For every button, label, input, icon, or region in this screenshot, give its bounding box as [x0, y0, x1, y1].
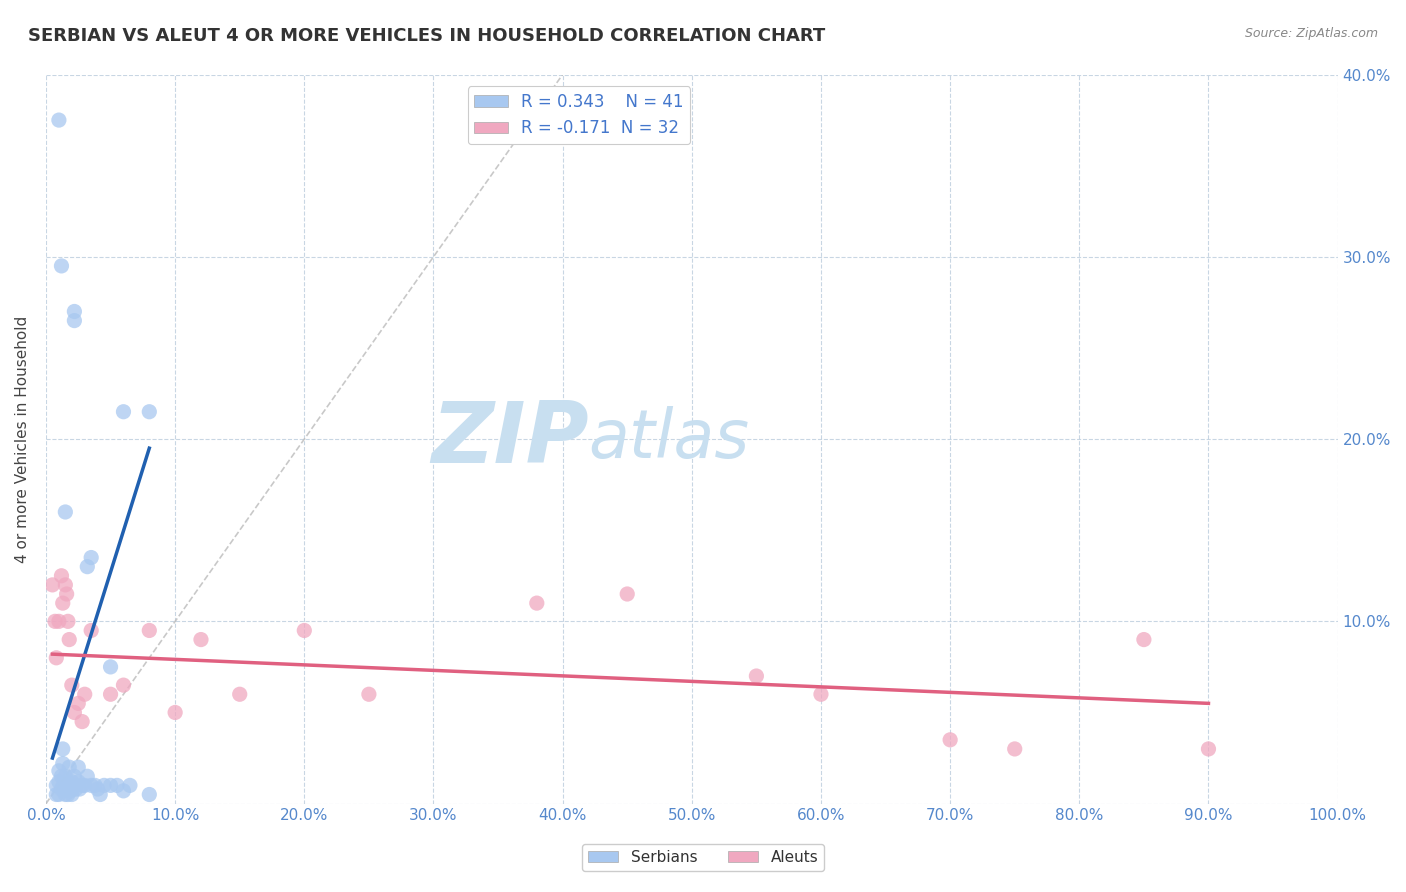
- Point: [93, 778, 115, 792]
- Point: [80, 550, 103, 565]
- Point: [48, 764, 70, 778]
- Point: [1198, 742, 1220, 756]
- Point: [45, 650, 67, 665]
- Point: [62, 778, 84, 792]
- Point: [939, 732, 962, 747]
- Point: [190, 632, 212, 647]
- Point: [76, 559, 98, 574]
- Point: [63, 778, 86, 792]
- Point: [53, 578, 76, 592]
- Point: [70, 778, 93, 792]
- Point: [138, 788, 160, 802]
- Point: [56, 615, 79, 629]
- Point: [80, 624, 103, 638]
- Point: [292, 624, 315, 638]
- Point: [48, 113, 70, 128]
- Point: [526, 596, 548, 610]
- Point: [53, 778, 76, 792]
- Point: [53, 788, 76, 802]
- Point: [51, 259, 73, 273]
- Point: [48, 615, 70, 629]
- Point: [58, 632, 80, 647]
- Point: [67, 774, 90, 789]
- Point: [45, 778, 67, 792]
- Point: [112, 405, 135, 419]
- Point: [60, 678, 83, 692]
- Point: [84, 778, 107, 792]
- Point: [52, 596, 75, 610]
- Point: [86, 782, 108, 797]
- Point: [73, 778, 96, 792]
- Point: [69, 782, 91, 797]
- Point: [48, 788, 70, 802]
- Point: [67, 697, 90, 711]
- Point: [112, 678, 135, 692]
- Point: [56, 778, 79, 792]
- Point: [53, 505, 76, 519]
- Point: [80, 778, 103, 792]
- Text: SERBIAN VS ALEUT 4 OR MORE VEHICLES IN HOUSEHOLD CORRELATION CHART: SERBIAN VS ALEUT 4 OR MORE VEHICLES IN H…: [28, 27, 825, 45]
- Point: [58, 778, 80, 792]
- Point: [745, 669, 768, 683]
- Point: [165, 706, 187, 720]
- Point: [55, 774, 77, 789]
- Point: [63, 706, 86, 720]
- Point: [51, 769, 73, 783]
- Point: [1133, 632, 1156, 647]
- Point: [357, 687, 380, 701]
- Point: [60, 788, 83, 802]
- Point: [58, 760, 80, 774]
- Point: [1004, 742, 1026, 756]
- Point: [56, 788, 79, 802]
- Point: [63, 313, 86, 327]
- Point: [65, 782, 87, 797]
- Legend: Serbians, Aleuts: Serbians, Aleuts: [582, 844, 824, 871]
- Point: [60, 774, 83, 789]
- Text: atlas: atlas: [589, 406, 749, 472]
- Point: [138, 405, 160, 419]
- Point: [55, 782, 77, 797]
- Legend: R = 0.343    N = 41, R = -0.171  N = 32: R = 0.343 N = 41, R = -0.171 N = 32: [468, 87, 690, 145]
- Point: [616, 587, 638, 601]
- Point: [112, 784, 135, 798]
- Point: [89, 788, 111, 802]
- Point: [59, 784, 82, 798]
- Point: [73, 687, 96, 701]
- Point: [52, 742, 75, 756]
- Point: [48, 774, 70, 789]
- Point: [105, 778, 128, 792]
- Text: ZIP: ZIP: [430, 398, 589, 481]
- Point: [810, 687, 832, 701]
- Point: [63, 304, 86, 318]
- Point: [100, 687, 122, 701]
- Point: [51, 568, 73, 582]
- Point: [138, 624, 160, 638]
- Point: [67, 760, 90, 774]
- Point: [44, 615, 66, 629]
- Point: [118, 778, 141, 792]
- Text: Source: ZipAtlas.com: Source: ZipAtlas.com: [1244, 27, 1378, 40]
- Point: [51, 782, 73, 797]
- Point: [52, 756, 75, 771]
- Point: [41, 578, 63, 592]
- Point: [55, 587, 77, 601]
- Point: [100, 778, 122, 792]
- Point: [63, 769, 86, 783]
- Point: [76, 769, 98, 783]
- Point: [70, 714, 93, 729]
- Point: [53, 769, 76, 783]
- Y-axis label: 4 or more Vehicles in Household: 4 or more Vehicles in Household: [15, 316, 30, 563]
- Point: [228, 687, 250, 701]
- Point: [100, 660, 122, 674]
- Point: [45, 788, 67, 802]
